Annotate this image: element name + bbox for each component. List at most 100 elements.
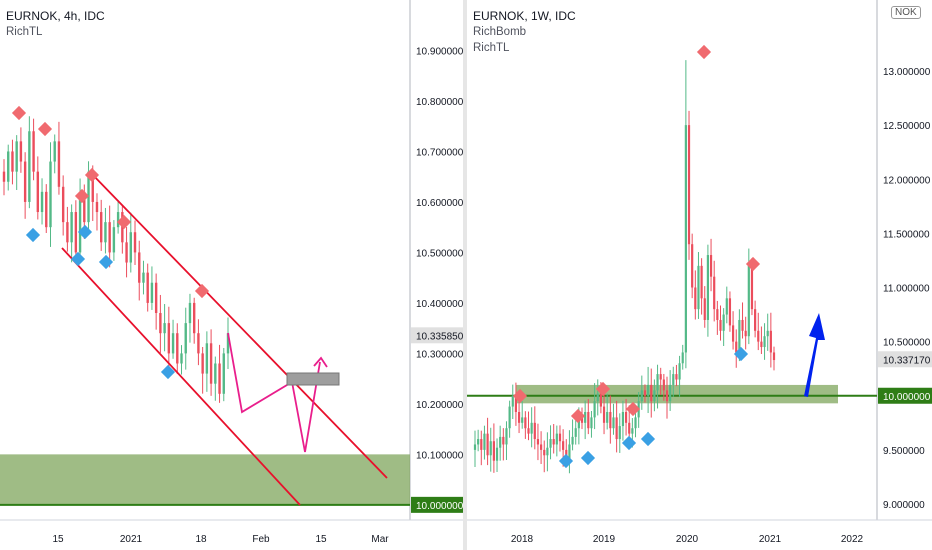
left-candle-body (125, 242, 128, 263)
left-candle-body (129, 232, 132, 263)
right-price-tick-label: 10.500000 (883, 338, 931, 349)
right-candle-body (483, 433, 486, 450)
left-price-tick-label: 10.100000 (416, 450, 463, 461)
left-time-tick-label: 18 (195, 534, 207, 545)
left-candle-body (188, 302, 192, 324)
right-candle-body (549, 439, 552, 448)
left-indicator-richtl[interactable]: RichTL (6, 26, 43, 38)
right-candle-body (621, 411, 625, 427)
left-channel-upper-line (89, 171, 388, 479)
left-support-price-label: 10.000000 (416, 501, 463, 512)
left-symbol-title[interactable]: EURNOK, 4h, IDC (6, 9, 105, 23)
right-candle-body (665, 390, 669, 402)
right-candle-body (757, 330, 760, 342)
left-candle-body (45, 191, 48, 228)
right-price-tick-label: 11.000000 (883, 284, 930, 295)
right-current-price-label: 10.337170 (883, 355, 931, 366)
right-candle-body (763, 336, 766, 348)
left-candle-body (150, 282, 154, 303)
left-buy-signal-marker (70, 251, 86, 267)
right-time-tick-label: 2019 (593, 534, 616, 545)
right-candle-body (486, 433, 489, 456)
left-candle-body (57, 141, 61, 187)
right-current-price-badge (878, 351, 932, 368)
right-candle-body (631, 428, 634, 434)
right-candle-body (571, 436, 574, 445)
left-candle-body (209, 343, 213, 384)
right-candle-body (760, 341, 763, 348)
right-candle-body (659, 374, 662, 380)
left-candle-body (222, 353, 225, 394)
right-candle-body (577, 417, 580, 429)
right-candle-body (694, 287, 697, 310)
right-candle-body (741, 319, 744, 331)
left-candle-body (159, 313, 162, 334)
right-sell-signal-marker (570, 408, 586, 424)
left-time-tick-label: Feb (252, 534, 270, 545)
left-candle-body (83, 191, 86, 223)
left-sell-signal-marker (11, 105, 27, 121)
left-candle-body (11, 151, 14, 172)
right-price-tick-label: 9.500000 (883, 446, 925, 457)
right-indicator-richbomb[interactable]: RichBomb (473, 26, 527, 38)
left-buy-signal-marker (160, 364, 176, 380)
right-candle-body (731, 325, 735, 342)
right-sell-signal-marker (625, 401, 641, 417)
right-candle-body (647, 384, 650, 396)
right-candle-body (530, 422, 533, 434)
right-candle-body (772, 352, 776, 361)
right-candle-body (691, 244, 694, 288)
right-candle-body (662, 379, 665, 391)
currency-badge[interactable]: NOK (891, 6, 921, 19)
right-legend: EURNOK, 1W, IDC RichBomb RichTL (473, 8, 576, 56)
right-candle-body (508, 406, 511, 429)
right-candle-body (584, 411, 587, 423)
left-candle-body (214, 363, 217, 384)
left-candle-body (108, 222, 111, 253)
left-price-tick-label: 10.700000 (416, 147, 463, 158)
right-candle-body (747, 265, 750, 337)
left-candle-body (171, 333, 175, 354)
left-candle-body (197, 333, 200, 354)
right-symbol-title[interactable]: EURNOK, 1W, IDC (473, 9, 576, 23)
left-price-tick-label: 10.500000 (416, 248, 463, 259)
left-time-tick-label: 2021 (120, 534, 143, 545)
left-candle-body (192, 302, 196, 334)
right-candle-body (558, 433, 562, 442)
left-time-tick-label: 15 (315, 534, 327, 545)
right-projection-arrow (804, 313, 825, 397)
panel-divider[interactable] (463, 0, 467, 550)
right-candle-body (546, 447, 549, 456)
left-candle-body (78, 191, 82, 253)
left-candle-body (23, 161, 27, 202)
right-candle-body (634, 417, 637, 429)
right-candle-body (672, 374, 675, 385)
right-candle-body (640, 390, 643, 402)
right-candle-body (495, 447, 499, 461)
right-indicator-richtl[interactable]: RichTL (473, 42, 510, 54)
left-price-tick-label: 10.300000 (416, 349, 463, 360)
right-candle-body (489, 441, 492, 456)
right-candle-body (477, 439, 480, 445)
right-candle-body (615, 417, 618, 440)
right-chart-canvas[interactable]: 13.000000 12.500000 12.000000 11.500000 11.0… (467, 0, 932, 550)
left-candle-body (36, 171, 40, 213)
left-buy-signal-marker (98, 254, 114, 270)
right-candle-body (606, 411, 609, 423)
left-candle-body (104, 222, 107, 243)
left-time-tick-label: Mar (371, 534, 389, 545)
right-sell-signal-marker (745, 256, 761, 272)
right-chart-panel[interactable]: 13.000000 12.500000 12.000000 11.500000 11.0… (467, 0, 932, 550)
right-candle-body (728, 298, 732, 326)
left-candle-body (142, 272, 145, 283)
right-candle-body (609, 411, 612, 429)
right-candle-body (499, 436, 502, 448)
right-candle-body (754, 309, 757, 331)
left-candle-body (226, 333, 230, 354)
right-candle-body (713, 276, 716, 310)
left-current-price-badge (411, 327, 463, 344)
left-chart-panel[interactable]: 10.900000 10.800000 10.700000 10.600000 10.5… (0, 0, 463, 550)
left-chart-canvas[interactable]: 10.900000 10.800000 10.700000 10.600000 10.5… (0, 0, 463, 550)
right-candle-body (492, 441, 495, 461)
right-candle-body (697, 265, 700, 310)
